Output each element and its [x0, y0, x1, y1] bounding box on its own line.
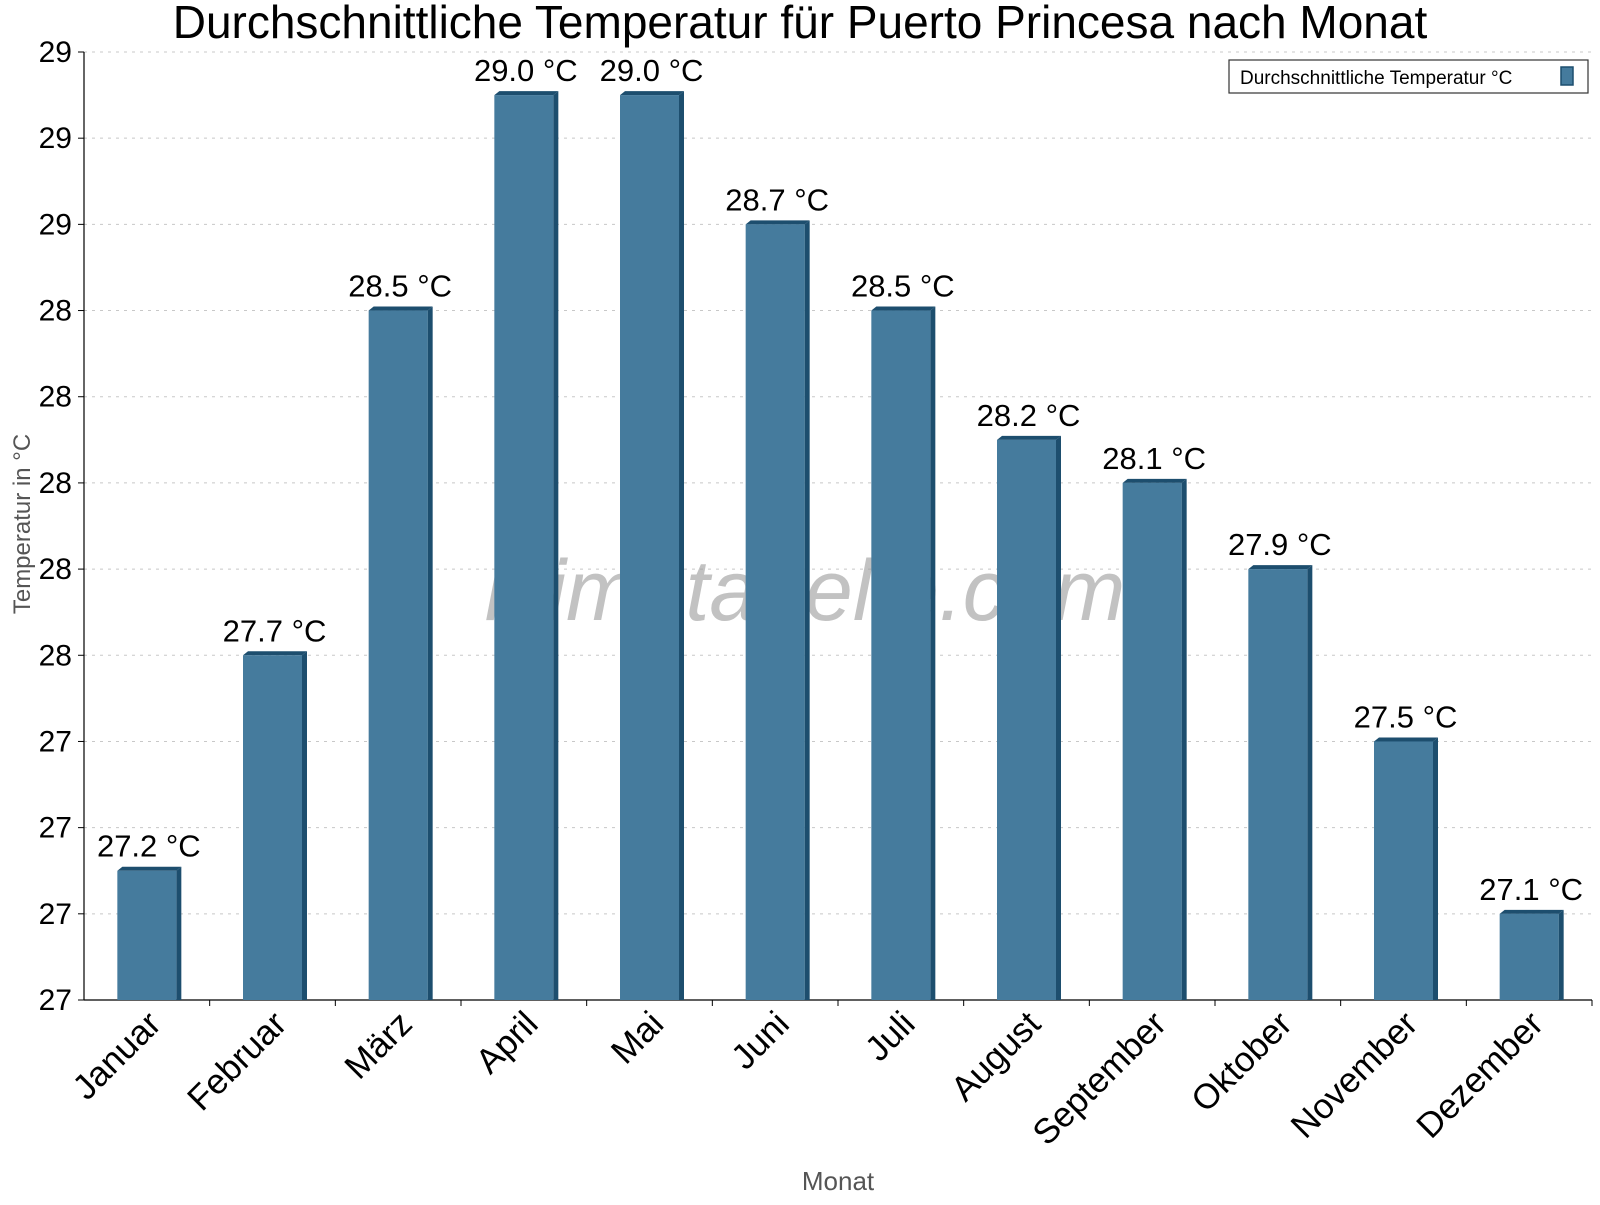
x-tick-label: Juni: [724, 1004, 797, 1077]
y-tick-label: 27: [39, 812, 72, 845]
x-tick-label: März: [337, 1004, 420, 1087]
bar-top: [1499, 909, 1564, 914]
y-tick-label: 28: [39, 639, 72, 672]
y-tick-label: 27: [39, 984, 72, 1017]
x-tick-label: Dezember: [1409, 1004, 1551, 1146]
bar-value-label: 28.5 °C: [348, 269, 452, 304]
bar: [1248, 569, 1308, 1000]
grid-lines: [84, 51, 1592, 915]
bar-top: [1122, 478, 1187, 483]
x-tick-label: Mai: [604, 1004, 671, 1071]
bar-side: [302, 651, 307, 1000]
bar-top: [494, 91, 559, 96]
bar-value-label: 28.7 °C: [725, 182, 829, 217]
x-axis-label: Monat: [802, 1166, 875, 1196]
bar-side: [1181, 478, 1187, 1001]
bar-top: [1248, 565, 1313, 570]
bar-top: [997, 435, 1061, 440]
y-tick-label: 28: [39, 295, 72, 328]
legend-label: Durchschnittliche Temperatur °C: [1240, 68, 1512, 89]
bar-top: [117, 866, 182, 871]
x-tick-label: April: [468, 1004, 545, 1081]
bar-top: [368, 306, 433, 311]
bar-side: [553, 91, 559, 1000]
bar-top: [243, 651, 307, 656]
bar-side: [1558, 909, 1564, 1000]
bar: [997, 439, 1056, 1000]
bar: [1122, 482, 1182, 1001]
bar-value-label: 27.5 °C: [1354, 699, 1458, 734]
bar-top: [871, 306, 936, 311]
bar-side: [1433, 737, 1438, 1000]
x-tick-label: Oktober: [1184, 1004, 1300, 1120]
x-tick-labels: Januar Februar März April Mai Juni Juli AugustS…: [65, 1004, 1551, 1153]
bar-value-label: 27.9 °C: [1228, 527, 1332, 562]
y-axis: 27 27 27 27 28 28 28 28 28 29 29 29: [39, 36, 85, 1017]
bar-value-label: 27.7 °C: [223, 613, 327, 648]
y-tick-label: 27: [39, 725, 72, 758]
bar-value-label: 28.1 °C: [1102, 441, 1206, 476]
bar-value-label: 28.2 °C: [977, 398, 1081, 433]
x-tick-label: Februar: [180, 1004, 294, 1118]
x-axis: [84, 999, 1593, 1006]
legend-swatch: [1560, 66, 1574, 86]
bar-side: [1307, 565, 1313, 1000]
bar-value-label: 29.0 °C: [600, 53, 704, 88]
bar: [871, 310, 931, 1001]
y-tick-label: 28: [39, 381, 72, 414]
bar-value-label: 29.0 °C: [474, 53, 578, 88]
bar-top: [620, 91, 684, 96]
bar-side: [1056, 435, 1061, 1000]
data-labels: 27.2 °C 27.7 °C 28.5 °C 29.0 °C 29.0 °C 28.7 …: [97, 53, 1583, 907]
bar-side: [679, 91, 684, 1000]
bar-side: [427, 306, 433, 1001]
bar: [117, 870, 177, 1000]
y-tick-label: 29: [39, 36, 72, 69]
chart-title: Durchschnittliche Temperatur für Puerto …: [173, 0, 1428, 48]
bar-side: [804, 220, 810, 1000]
legend: Durchschnittliche Temperatur °C: [1228, 59, 1589, 94]
y-axis-label: Temperatur in °C: [9, 434, 36, 614]
y-tick-label: 29: [39, 208, 72, 241]
bar: [1374, 741, 1433, 1000]
bar: [745, 224, 805, 1000]
bar-side: [930, 306, 936, 1001]
y-tick-label: 29: [39, 122, 72, 155]
bar: [620, 95, 679, 1000]
y-tick-label: 28: [39, 553, 72, 586]
bar: [1499, 913, 1559, 1000]
x-tick-label: September: [1025, 1004, 1174, 1153]
bar-series: [117, 91, 1564, 1001]
bar-value-label: 28.5 °C: [851, 269, 955, 304]
bar: [243, 655, 302, 1000]
bar-top: [1374, 737, 1438, 742]
bar-value-label: 27.1 °C: [1479, 872, 1583, 907]
bar-value-label: 27.2 °C: [97, 829, 201, 864]
bar: [368, 310, 428, 1001]
x-tick-label: August: [944, 1004, 1049, 1109]
y-tick-label: 28: [39, 467, 72, 500]
y-tick-label: 27: [39, 898, 72, 931]
x-tick-label: November: [1283, 1004, 1425, 1146]
bar: [494, 95, 554, 1000]
x-tick-label: Januar: [65, 1004, 168, 1107]
x-tick-label: Juli: [858, 1004, 923, 1069]
bar-side: [176, 866, 182, 1000]
legend-box: [1228, 59, 1589, 94]
bar-top: [745, 220, 810, 225]
